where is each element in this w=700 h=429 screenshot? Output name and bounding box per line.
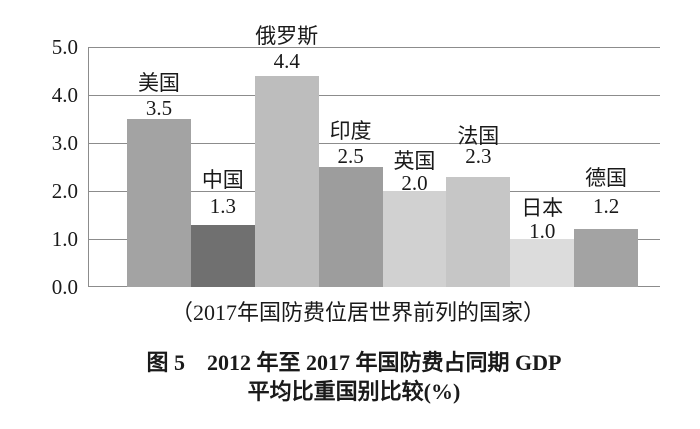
bar-印度 (318, 167, 383, 287)
gridline (88, 47, 660, 48)
bar-value-label: 2.5 (337, 144, 364, 168)
y-tick-label: 0.0 (51, 275, 78, 299)
bar-category-label: 法国 (457, 123, 500, 148)
bar-value-label: 1.3 (209, 193, 236, 218)
bar-德国 (574, 229, 638, 287)
bar-法国 (446, 176, 511, 287)
bar-category-label: 日本 (521, 196, 564, 220)
bar-英国 (382, 191, 447, 287)
bar-value-label: 2.3 (465, 143, 492, 168)
bar-日本 (510, 239, 575, 287)
y-tick-label: 4.0 (51, 83, 78, 107)
bar-中国 (190, 224, 255, 287)
bar-category-label: 德国 (585, 166, 628, 191)
bar-category-label: 美国 (137, 71, 180, 95)
plot-area: 0.0 1.0 2.0 3.0 4.0 5.0 美国 3.5 中国 1.3 俄罗斯 4.4 印度 2.5 英… (52, 24, 660, 299)
gridline (88, 143, 660, 144)
gridline (88, 95, 660, 96)
bar-value-label: 4.4 (273, 48, 300, 73)
figure-title-line1: 图 5 2012 年至 2017 年国防费占同期 GDP (146, 350, 562, 375)
bar-category-label: 俄罗斯 (255, 23, 319, 48)
y-tick-label: 2.0 (51, 179, 78, 203)
figure-title-line2: 平均比重国别比较(%) (247, 379, 461, 404)
bar-value-label: 3.5 (145, 96, 173, 120)
bar-value-label: 1.2 (592, 194, 620, 219)
chart-subtitle: （2017年国防费位居世界前列的国家） (170, 300, 545, 325)
bar-category-label: 中国 (201, 167, 244, 192)
bar-美国 (127, 119, 191, 287)
y-tick-label: 1.0 (51, 227, 78, 251)
y-tick-label: 5.0 (51, 35, 78, 59)
bar-value-label: 1.0 (529, 219, 556, 243)
bar-category-label: 印度 (329, 119, 372, 143)
bar-俄罗斯 (254, 75, 319, 287)
y-tick-label: 3.0 (51, 131, 78, 155)
y-axis-line (88, 47, 89, 287)
bar-category-label: 英国 (393, 149, 436, 173)
bar-value-label: 2.0 (401, 171, 428, 195)
